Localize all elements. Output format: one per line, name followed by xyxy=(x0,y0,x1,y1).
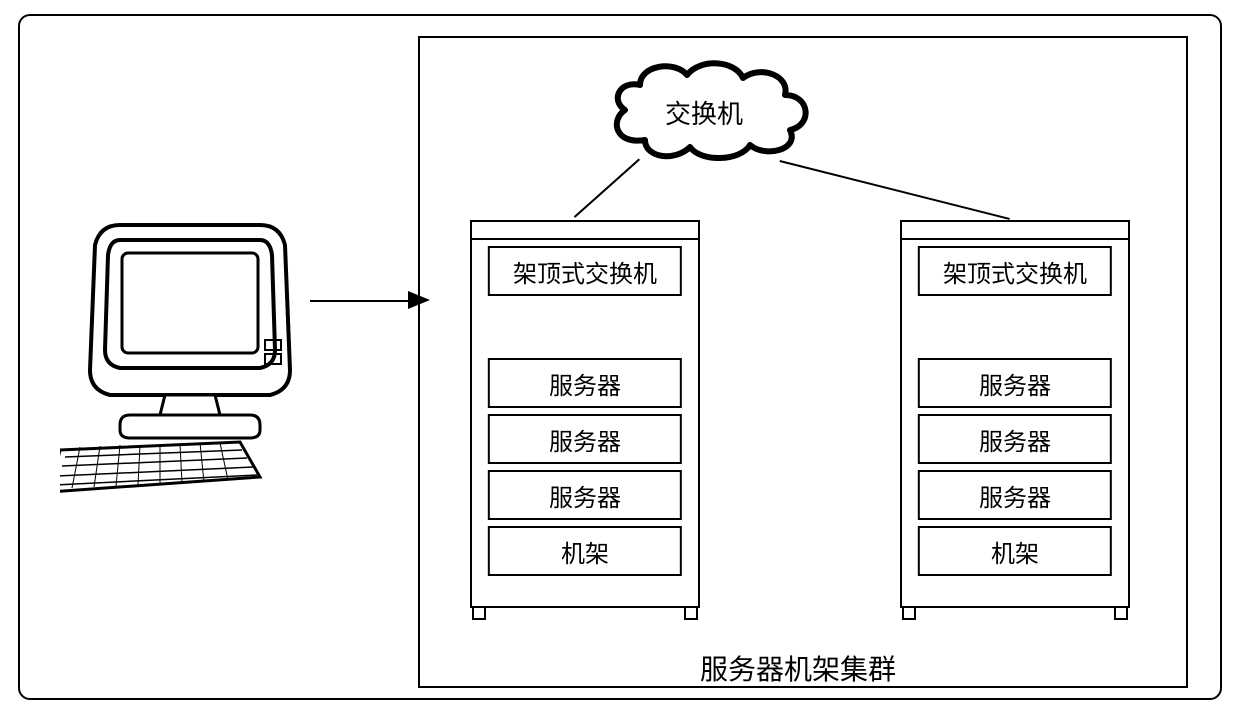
server-slot: 服务器 xyxy=(918,414,1112,464)
slot-label: 服务器 xyxy=(549,478,621,513)
slot-label: 服务器 xyxy=(979,422,1051,457)
arrow-line xyxy=(310,300,410,302)
slot-label: 机架 xyxy=(991,534,1039,569)
rack-foot xyxy=(1114,606,1128,620)
rack-unit-slot: 机架 xyxy=(918,526,1112,576)
server-rack: 架顶式交换机服务器服务器服务器机架 xyxy=(470,220,700,608)
tor-switch-slot: 架顶式交换机 xyxy=(918,246,1112,296)
slot-label: 机架 xyxy=(561,534,609,569)
computer-terminal-icon xyxy=(60,220,330,510)
rack-foot xyxy=(684,606,698,620)
slot-label: 架顶式交换机 xyxy=(943,254,1087,289)
server-slot: 服务器 xyxy=(918,470,1112,520)
slot-label: 服务器 xyxy=(979,366,1051,401)
slot-label: 服务器 xyxy=(979,478,1051,513)
rack-foot xyxy=(902,606,916,620)
server-rack: 架顶式交换机服务器服务器服务器机架 xyxy=(900,220,1130,608)
cluster-label: 服务器机架集群 xyxy=(700,648,896,688)
rack-foot xyxy=(472,606,486,620)
server-slot: 服务器 xyxy=(488,358,682,408)
slot-label: 服务器 xyxy=(549,366,621,401)
switch-cloud-label: 交换机 xyxy=(665,94,743,131)
rack-topbar xyxy=(902,238,1128,240)
server-slot: 服务器 xyxy=(918,358,1112,408)
server-slot: 服务器 xyxy=(488,470,682,520)
server-slot: 服务器 xyxy=(488,414,682,464)
rack-topbar xyxy=(472,238,698,240)
slot-label: 服务器 xyxy=(549,422,621,457)
tor-switch-slot: 架顶式交换机 xyxy=(488,246,682,296)
slot-label: 架顶式交换机 xyxy=(513,254,657,289)
rack-unit-slot: 机架 xyxy=(488,526,682,576)
